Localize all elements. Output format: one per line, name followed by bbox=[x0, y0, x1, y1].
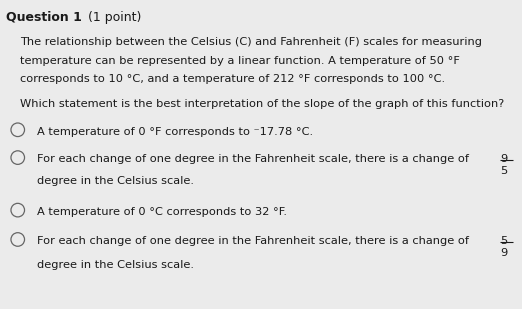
Text: The relationship between the Celsius (C) and Fahrenheit (F) scales for measuring: The relationship between the Celsius (C)… bbox=[20, 37, 482, 47]
Text: Which statement is the best interpretation of the slope of the graph of this fun: Which statement is the best interpretati… bbox=[20, 99, 504, 109]
Text: temperature can be represented by a linear function. A temperature of 50 °F: temperature can be represented by a line… bbox=[20, 56, 460, 66]
Text: corresponds to 10 °C, and a temperature of 212 °F corresponds to 100 °C.: corresponds to 10 °C, and a temperature … bbox=[20, 74, 445, 84]
Text: (1 point): (1 point) bbox=[84, 11, 141, 24]
Text: Question 1: Question 1 bbox=[6, 11, 82, 24]
Text: For each change of one degree in the Fahrenheit scale, there is a change of: For each change of one degree in the Fah… bbox=[37, 154, 472, 164]
Text: A temperature of 0 °F corresponds to ⁻17.78 °C.: A temperature of 0 °F corresponds to ⁻17… bbox=[37, 127, 313, 137]
Text: 5: 5 bbox=[500, 166, 507, 176]
Text: degree in the Celsius scale.: degree in the Celsius scale. bbox=[37, 260, 194, 269]
Text: 9: 9 bbox=[500, 248, 507, 258]
Text: degree in the Celsius scale.: degree in the Celsius scale. bbox=[37, 176, 194, 186]
Text: For each change of one degree in the Fahrenheit scale, there is a change of: For each change of one degree in the Fah… bbox=[37, 236, 472, 246]
Text: A temperature of 0 °C corresponds to 32 °F.: A temperature of 0 °C corresponds to 32 … bbox=[37, 207, 287, 217]
Text: 9: 9 bbox=[500, 154, 507, 164]
Text: 5: 5 bbox=[500, 236, 507, 246]
